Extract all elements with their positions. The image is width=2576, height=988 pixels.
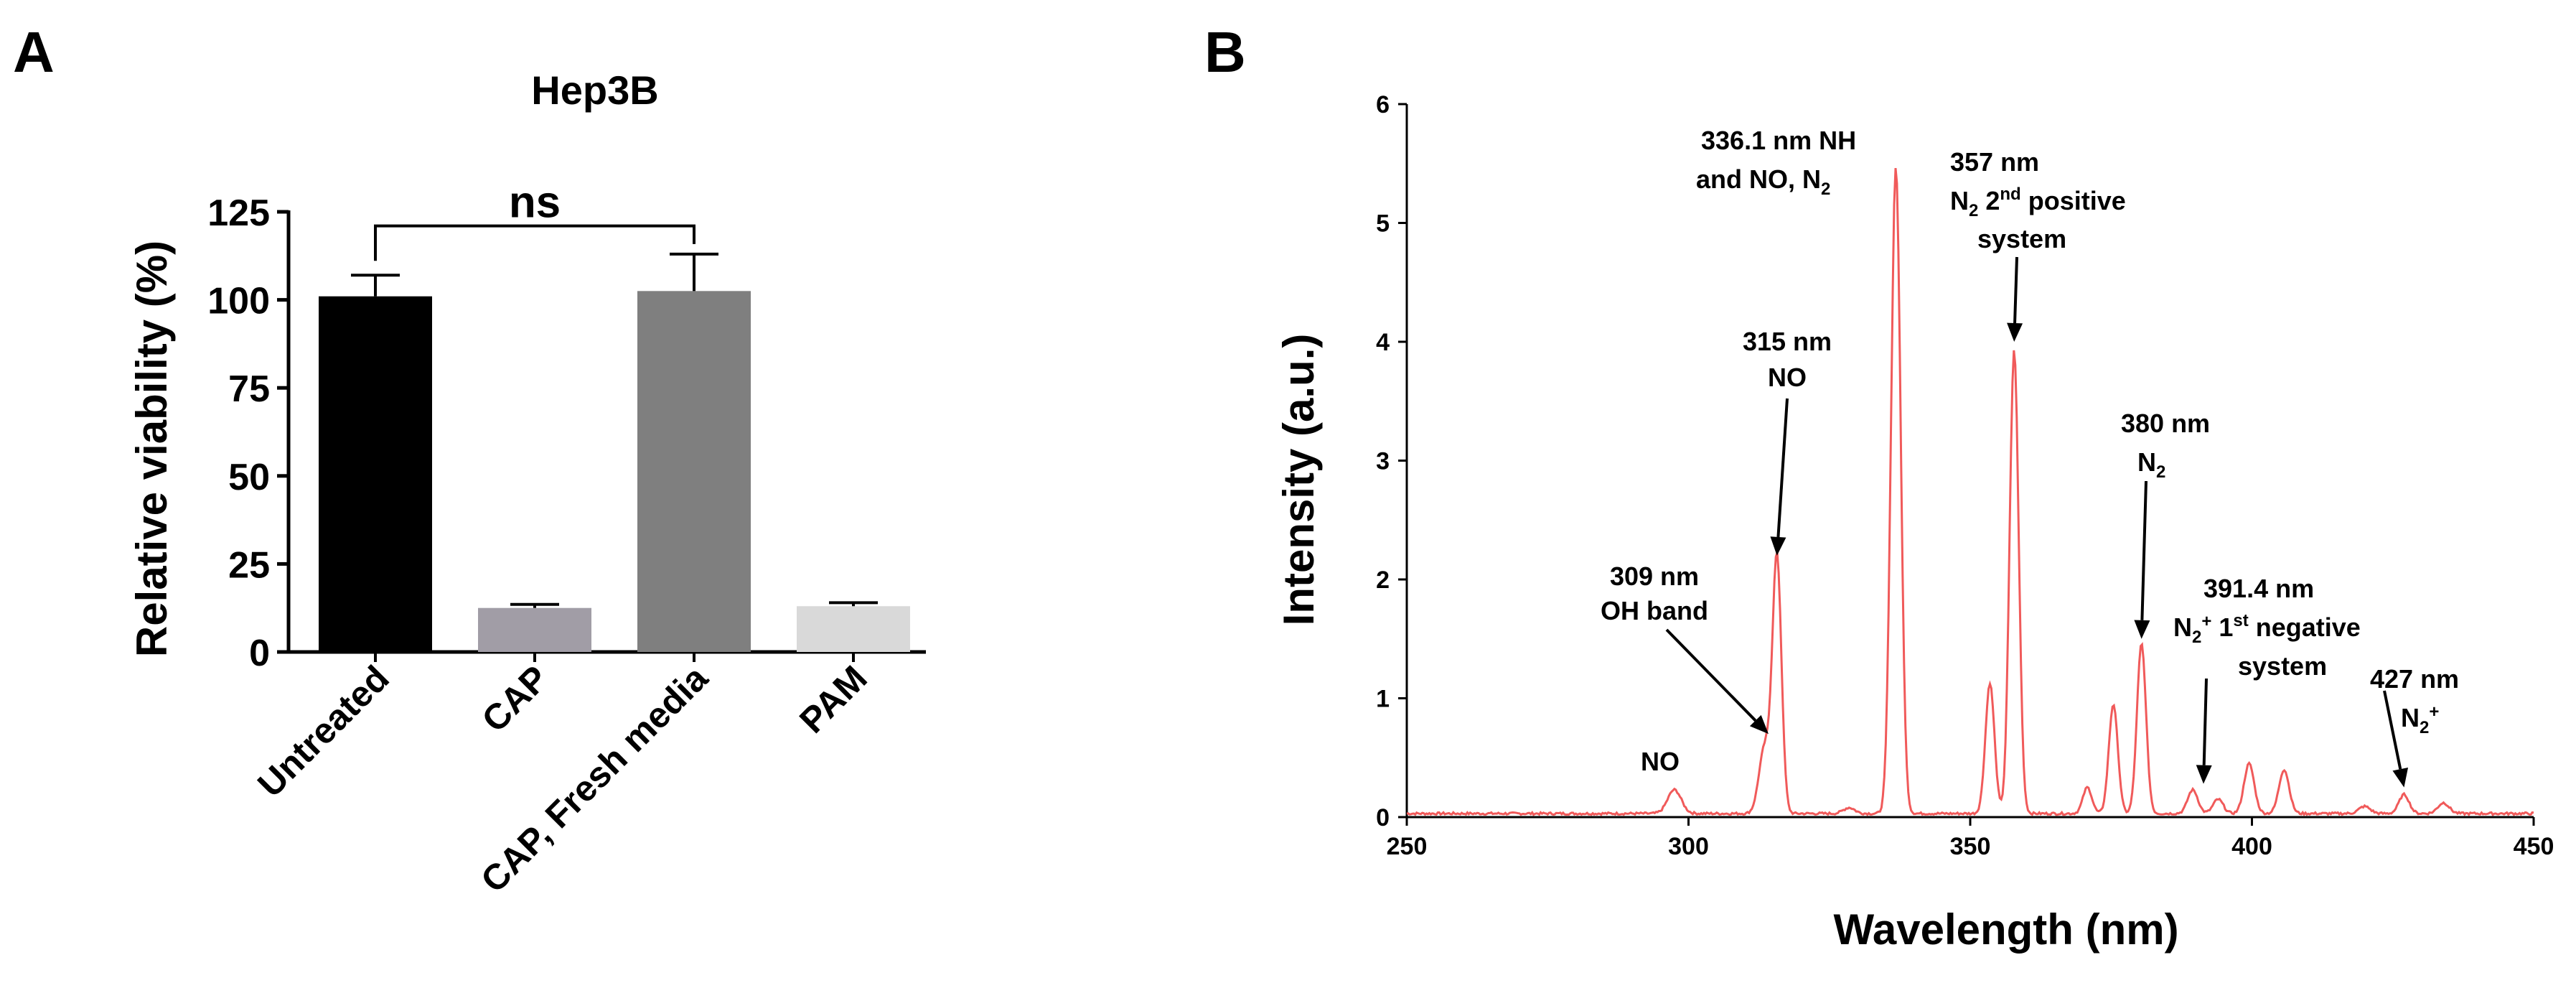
annotation-arrow-shaft [2202, 678, 2208, 765]
bar-chart-y-tick-label: 0 [249, 633, 270, 674]
annotation-arrow-shaft [1776, 398, 1789, 538]
annotation-nh-line2: and NO, N2 [1696, 164, 1830, 199]
annotation-315-line2: NO [1768, 363, 1807, 392]
spectrum-x-ticks: 250 300 350 400 450 [1387, 817, 2554, 860]
annotation-arrow-head [2196, 765, 2212, 784]
spectrum-y-tick-label: 5 [1376, 210, 1390, 238]
annotation-391-line3: system [2238, 651, 2327, 681]
annotation-arrow-head [2007, 322, 2023, 342]
significance-label: ns [509, 178, 561, 228]
bar [478, 607, 591, 652]
annotation-nh-line1: 336.1 nm NH [1701, 126, 1856, 155]
bar-chart-y-tick-label: 125 [207, 192, 270, 234]
annotation-380-line2: N2 [2137, 447, 2165, 482]
annotation-arrow-head [2134, 620, 2150, 639]
annotation-391-line1: 391.4 nm [2203, 574, 2314, 603]
annotation-391-line2: N2+ 1st negative [2173, 611, 2361, 647]
annotation-427-line2: N2+ [2401, 702, 2439, 737]
annotation-arrows [1665, 256, 2409, 788]
spectrum-y-ticks: 0 1 2 3 4 5 6 [1376, 91, 1407, 831]
spectrum-y-tick-label: 3 [1376, 448, 1390, 475]
spectrum-x-tick-label: 400 [2231, 833, 2272, 860]
bar-chart-bars [319, 291, 910, 652]
annotation-oh-line1: 309 nm [1610, 561, 1699, 591]
panel-b: B Intensity (a.u.) Wavelength (nm) 250 30… [1204, 20, 2554, 954]
bar-chart-category-label: Untreated [250, 658, 397, 805]
spectrum-y-tick-label: 2 [1376, 567, 1390, 594]
bar-chart-y-tick-label: 100 [207, 281, 270, 322]
annotation-arrow-head [1770, 536, 1786, 556]
bar-chart-y-ticks: 0 25 50 75 100 125 [207, 192, 289, 674]
panel-b-label: B [1204, 20, 1246, 84]
annotation-315-line1: 315 nm [1743, 327, 1832, 356]
spectrum-y-axis-label: Intensity (a.u.) [1275, 334, 1323, 626]
bar-chart-y-tick-label: 50 [228, 457, 270, 498]
spectrum-y-tick-label: 6 [1376, 91, 1390, 118]
spectrum-y-tick-label: 0 [1376, 804, 1390, 831]
annotation-357-line1: 357 nm [1950, 147, 2039, 177]
spectrum-x-axis-label: Wavelength (nm) [1833, 905, 2178, 954]
annotation-arrow-head [2392, 767, 2409, 788]
spectrum-x-tick-label: 300 [1668, 833, 1709, 860]
spectrum-x-tick-label: 250 [1387, 833, 1428, 860]
spectrum-x-tick-label: 450 [2514, 833, 2554, 860]
annotation-357-line3: system [1977, 224, 2066, 253]
bar-chart-category-label: PAM [792, 658, 875, 741]
annotation-357-line2: N2 2nd positive [1950, 185, 2126, 220]
spectrum-annotations: NO 309 nm OH band 315 nm NO 336.1 nm NH … [1601, 126, 2459, 776]
bar-chart-title: Hep3B [531, 67, 658, 113]
bar-chart-y-axis-label: Relative viability (%) [128, 241, 176, 657]
bar-chart-category-label: CAP [474, 658, 556, 740]
annotation-arrow-shaft [2140, 480, 2148, 620]
bar-chart-y-tick-label: 25 [228, 544, 270, 586]
annotation-arrow-shaft [2013, 256, 2018, 324]
significance-bracket-line [374, 224, 695, 261]
bar [319, 296, 432, 652]
panel-a: A Hep3B Relative viability (%) 0 25 50 75 10… [13, 20, 926, 900]
annotation-arrow-shaft [1665, 628, 1757, 722]
bar-chart-y-tick-label: 75 [228, 368, 270, 410]
annotation-380-line1: 380 nm [2121, 409, 2210, 438]
annotation-oh-line2: OH band [1601, 596, 1708, 625]
spectrum-y-tick-label: 1 [1376, 686, 1390, 713]
bar [637, 291, 751, 652]
significance-bracket: ns [374, 178, 695, 261]
panel-a-label: A [13, 20, 55, 84]
spectrum-line [1406, 167, 2534, 816]
annotation-no: NO [1641, 747, 1680, 776]
bar [797, 606, 910, 652]
bar-chart-error-bars [351, 252, 878, 662]
annotation-arrow-head [1749, 714, 1769, 735]
spectrum-y-tick-label: 4 [1376, 329, 1390, 356]
annotation-427-line1: 427 nm [2370, 664, 2459, 694]
annotation-arrow-shaft [2383, 690, 2402, 770]
spectrum-x-tick-label: 350 [1950, 833, 1991, 860]
